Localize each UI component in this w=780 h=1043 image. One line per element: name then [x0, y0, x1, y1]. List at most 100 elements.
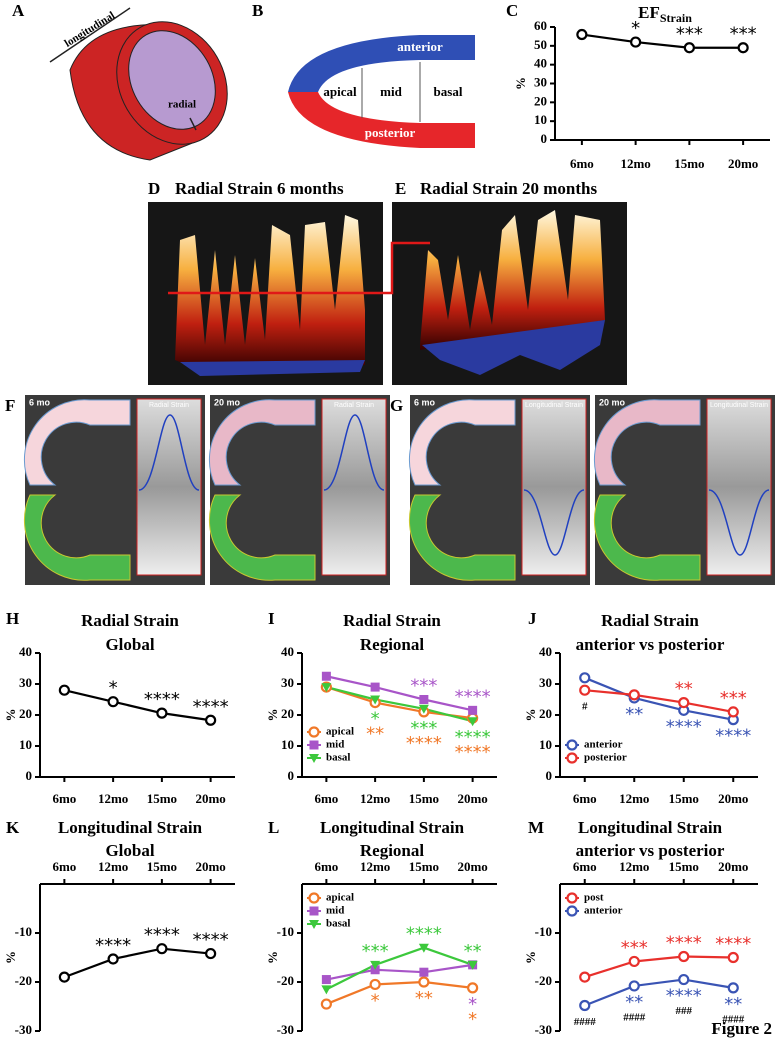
chart: L Longitudinal Strain Regional% -30 -20 -10 6m… [265, 818, 497, 1037]
legend-marker [309, 740, 319, 750]
panel-label: M [528, 818, 544, 837]
chart-title: Radial Strain [343, 611, 441, 630]
significance: *** [621, 937, 648, 958]
surface-base [422, 320, 605, 375]
significance: **** [95, 935, 131, 956]
marker [58, 971, 70, 983]
significance: **** [455, 686, 491, 707]
significance: * [631, 18, 640, 39]
x-tick-label: 15mo [669, 859, 699, 874]
significance: #### [623, 1011, 646, 1023]
y-tick-label: 10 [281, 737, 294, 752]
significance: **** [406, 924, 442, 945]
image-title: Radial Strain 20 months [420, 179, 597, 198]
significance: **** [715, 934, 751, 955]
marker [579, 684, 591, 696]
x-tick-label: 6mo [573, 859, 597, 874]
chart-title: Regional [360, 841, 425, 860]
y-tick-label: 40 [539, 644, 552, 659]
x-tick-label: 6mo [52, 791, 76, 806]
significance: **** [666, 986, 702, 1007]
series-line [584, 978, 734, 1007]
legend-marker [566, 739, 578, 751]
series-line [326, 675, 473, 712]
marker [321, 985, 332, 995]
significance: ** [625, 704, 643, 725]
panel-label: A [12, 1, 25, 20]
trace [323, 414, 385, 491]
series-line [581, 33, 744, 49]
y-tick-label: 60 [534, 18, 547, 33]
diagram-label: posterior [365, 125, 416, 140]
marker [156, 707, 168, 719]
legend-label: basal [326, 752, 350, 764]
lumen [128, 30, 216, 130]
y-tick-label: -30 [535, 1022, 552, 1037]
series-line [63, 947, 211, 979]
x-tick-label: 15mo [409, 791, 439, 806]
panels-fg: F 6 mo Radial Strain 20 mo Radial Strain G 6 m… [5, 395, 775, 585]
surface-base [180, 360, 365, 376]
x-tick-label: 6mo [314, 859, 338, 874]
significance: ** [625, 992, 643, 1013]
significance: * [109, 678, 118, 699]
anterior-wall [288, 35, 475, 92]
chart-title: anterior vs posterior [576, 841, 725, 860]
chart-title: anterior vs posterior [576, 635, 725, 654]
x-tick-label: 12mo [360, 859, 390, 874]
diagram-label: radial [168, 99, 196, 111]
y-axis-label: % [265, 951, 280, 964]
legend-label: basal [326, 918, 350, 930]
chart-title: Longitudinal Strain [320, 818, 465, 837]
marker [107, 696, 119, 708]
marker [628, 689, 640, 701]
arrow [189, 117, 197, 131]
marker [630, 36, 642, 48]
x-tick-label: 12mo [98, 791, 128, 806]
bullseye-bottom [593, 494, 701, 581]
legend-marker [309, 920, 319, 929]
bullseye-bottom [408, 494, 516, 581]
chart-title: EFStrain [638, 3, 692, 25]
trace-area [706, 398, 772, 576]
x-tick-label: 15mo [669, 791, 699, 806]
marker [370, 960, 381, 970]
marker [467, 982, 479, 994]
significance: ** [724, 994, 742, 1015]
x-tick-label: 15mo [147, 791, 177, 806]
marker [205, 947, 217, 960]
x-tick-label: 12mo [619, 791, 649, 806]
y-tick-label: 40 [19, 644, 32, 659]
diagram-label: mid [380, 84, 402, 99]
y-tick-label: 20 [281, 706, 294, 721]
series-line [64, 689, 211, 722]
panel-label: K [6, 818, 20, 837]
x-tick-label: 6mo [570, 156, 594, 171]
series-line [584, 689, 734, 713]
trace-title: Longitudinal Strain [710, 402, 768, 409]
legend-marker [566, 892, 578, 904]
panel-label: L [268, 818, 279, 837]
x-tick-label: 6mo [314, 791, 338, 806]
marker [418, 704, 429, 714]
y-tick-label: 10 [539, 737, 552, 752]
time-label: 20 mo [599, 397, 626, 407]
arrow [49, 7, 131, 63]
panel-e: E Radial Strain 20 months [392, 179, 627, 385]
x-tick-label: 20mo [728, 156, 758, 171]
marker [628, 980, 640, 992]
panel-a: A longitudinal radial [12, 1, 228, 161]
significance: ** [415, 988, 433, 1009]
y-tick-label: -10 [277, 924, 294, 939]
marker [579, 999, 591, 1012]
marker [678, 950, 690, 963]
chart-title: Longitudinal Strain [58, 818, 203, 837]
figure-label: Figure 2 [711, 1019, 772, 1038]
panel-label: C [506, 1, 518, 20]
chart-title: Global [105, 841, 154, 860]
series-line [584, 955, 734, 979]
significance: * [371, 990, 380, 1011]
y-axis-label: % [3, 951, 18, 964]
